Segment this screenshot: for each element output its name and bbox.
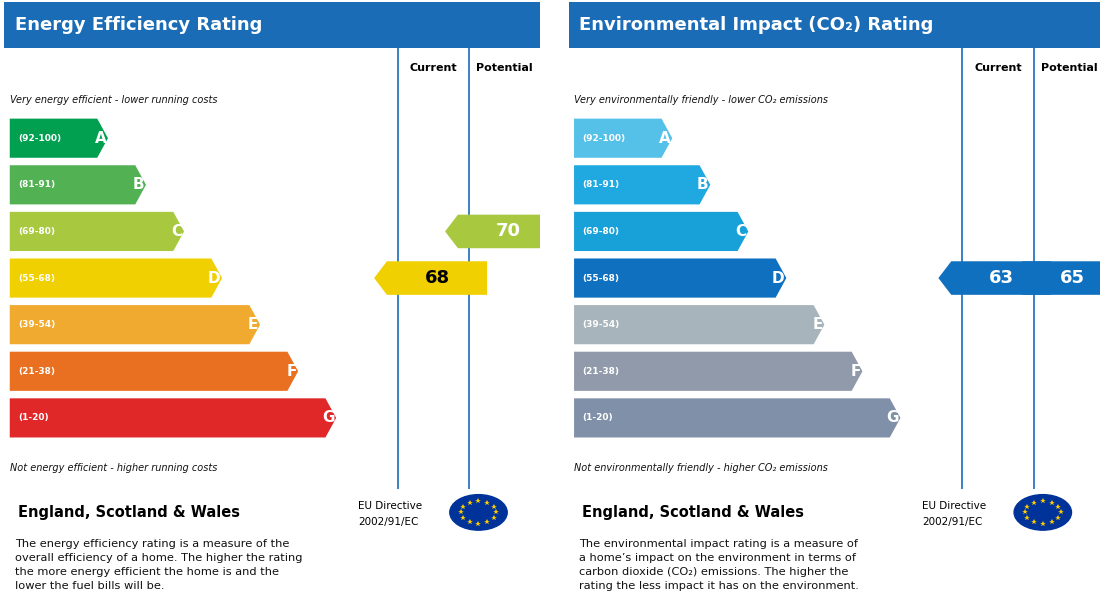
Text: (39-54): (39-54): [582, 320, 619, 329]
Text: F: F: [286, 364, 297, 379]
Text: 63: 63: [989, 269, 1014, 287]
Polygon shape: [574, 212, 748, 251]
Text: Current: Current: [975, 63, 1022, 73]
Text: 2002/91/EC: 2002/91/EC: [922, 517, 982, 527]
Text: (1-20): (1-20): [18, 413, 48, 423]
Text: (39-54): (39-54): [18, 320, 55, 329]
Text: Very environmentally friendly - lower CO₂ emissions: Very environmentally friendly - lower CO…: [574, 95, 828, 105]
Text: The environmental impact rating is a measure of
a home’s impact on the environme: The environmental impact rating is a mea…: [580, 539, 859, 591]
Text: EU Directive: EU Directive: [358, 501, 422, 511]
Text: D: D: [772, 270, 784, 286]
Text: (69-80): (69-80): [18, 227, 55, 236]
Polygon shape: [1010, 261, 1100, 295]
Polygon shape: [446, 214, 558, 248]
Text: 65: 65: [1059, 269, 1085, 287]
Polygon shape: [574, 259, 786, 298]
Text: Energy Efficiency Rating: Energy Efficiency Rating: [15, 16, 263, 34]
Text: The energy efficiency rating is a measure of the
overall efficiency of a home. T: The energy efficiency rating is a measur…: [15, 539, 302, 591]
Text: B: B: [133, 177, 144, 192]
Text: Not energy efficient - higher running costs: Not energy efficient - higher running co…: [10, 463, 217, 472]
Polygon shape: [574, 165, 711, 205]
Polygon shape: [10, 305, 260, 344]
Text: 70: 70: [495, 222, 520, 240]
Circle shape: [1014, 495, 1071, 530]
Text: Environmental Impact (CO₂) Rating: Environmental Impact (CO₂) Rating: [580, 16, 934, 34]
Text: E: E: [249, 317, 258, 332]
Text: EU Directive: EU Directive: [922, 501, 987, 511]
Text: England, Scotland & Wales: England, Scotland & Wales: [582, 505, 804, 520]
Text: (81-91): (81-91): [18, 180, 55, 189]
Text: Current: Current: [410, 63, 458, 73]
Text: England, Scotland & Wales: England, Scotland & Wales: [18, 505, 240, 520]
Text: (69-80): (69-80): [582, 227, 619, 236]
Text: 68: 68: [425, 269, 450, 287]
Polygon shape: [10, 352, 298, 391]
Text: Very energy efficient - lower running costs: Very energy efficient - lower running co…: [10, 95, 218, 105]
Text: (92-100): (92-100): [582, 134, 625, 143]
Text: Not environmentally friendly - higher CO₂ emissions: Not environmentally friendly - higher CO…: [574, 463, 828, 472]
Polygon shape: [10, 165, 146, 205]
Polygon shape: [10, 399, 337, 437]
Text: 2002/91/EC: 2002/91/EC: [358, 517, 418, 527]
Text: C: C: [736, 224, 747, 239]
Polygon shape: [10, 259, 222, 298]
Polygon shape: [574, 352, 862, 391]
Text: C: C: [172, 224, 183, 239]
Text: G: G: [322, 410, 334, 426]
Text: Potential: Potential: [476, 63, 534, 73]
Text: (55-68): (55-68): [582, 274, 619, 283]
Polygon shape: [938, 261, 1052, 295]
Text: E: E: [813, 317, 823, 332]
Polygon shape: [574, 119, 672, 158]
Polygon shape: [10, 212, 184, 251]
Text: (55-68): (55-68): [18, 274, 55, 283]
Polygon shape: [574, 305, 824, 344]
Polygon shape: [574, 399, 901, 437]
Text: (81-91): (81-91): [582, 180, 619, 189]
Text: (21-38): (21-38): [582, 367, 619, 376]
Circle shape: [450, 495, 507, 530]
Text: G: G: [887, 410, 899, 426]
Text: A: A: [95, 131, 107, 146]
Text: A: A: [659, 131, 671, 146]
Text: F: F: [850, 364, 861, 379]
Text: Potential: Potential: [1041, 63, 1098, 73]
Text: (21-38): (21-38): [18, 367, 55, 376]
Text: (92-100): (92-100): [18, 134, 60, 143]
Text: D: D: [208, 270, 220, 286]
Text: (1-20): (1-20): [582, 413, 613, 423]
Polygon shape: [10, 119, 108, 158]
Text: B: B: [697, 177, 708, 192]
Polygon shape: [374, 261, 487, 295]
